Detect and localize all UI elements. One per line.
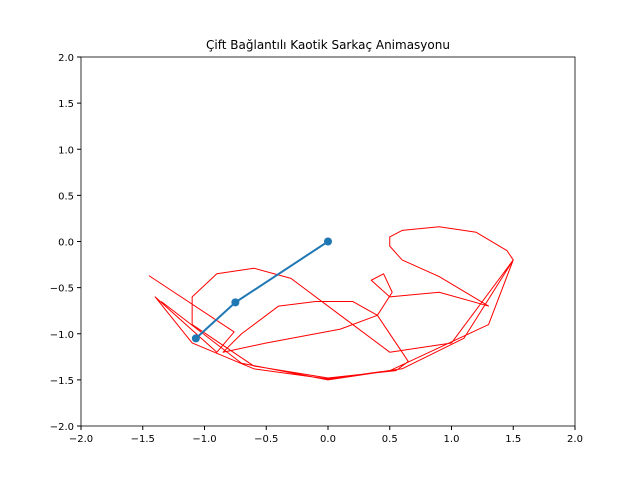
point [231,298,240,307]
trace-line [148,226,514,381]
y-tick-label: 0.5 [58,191,74,202]
y-tick-label: 1.5 [58,99,74,110]
x-tick-label: −1.5 [131,434,155,445]
x-tick-label: −2.0 [69,434,93,445]
y-tick-label: 2.0 [58,53,74,64]
x-tick-label: 1.0 [444,434,460,445]
y-tick-label: −0.5 [50,284,74,295]
y-tick-label: −2.0 [50,422,74,433]
chart-title: Çift Bağlantılı Kaotik Sarkaç Animasyonu [206,38,450,52]
point [324,237,332,246]
x-tick-label: −1.0 [192,434,216,445]
y-tick-label: 0.0 [58,238,74,249]
x-tick-label: 0.5 [382,434,398,445]
x-tick-label: 0.0 [320,434,336,445]
point [191,334,200,343]
y-tick-label: 1.0 [58,145,74,156]
x-tick-label: 2.0 [567,434,583,445]
y-tick-label: −1.5 [50,376,74,387]
x-tick-label: −0.5 [254,434,278,445]
x-tick-label: 1.5 [505,434,521,445]
y-tick-label: −1.0 [50,330,74,341]
plot-frame [80,56,576,427]
